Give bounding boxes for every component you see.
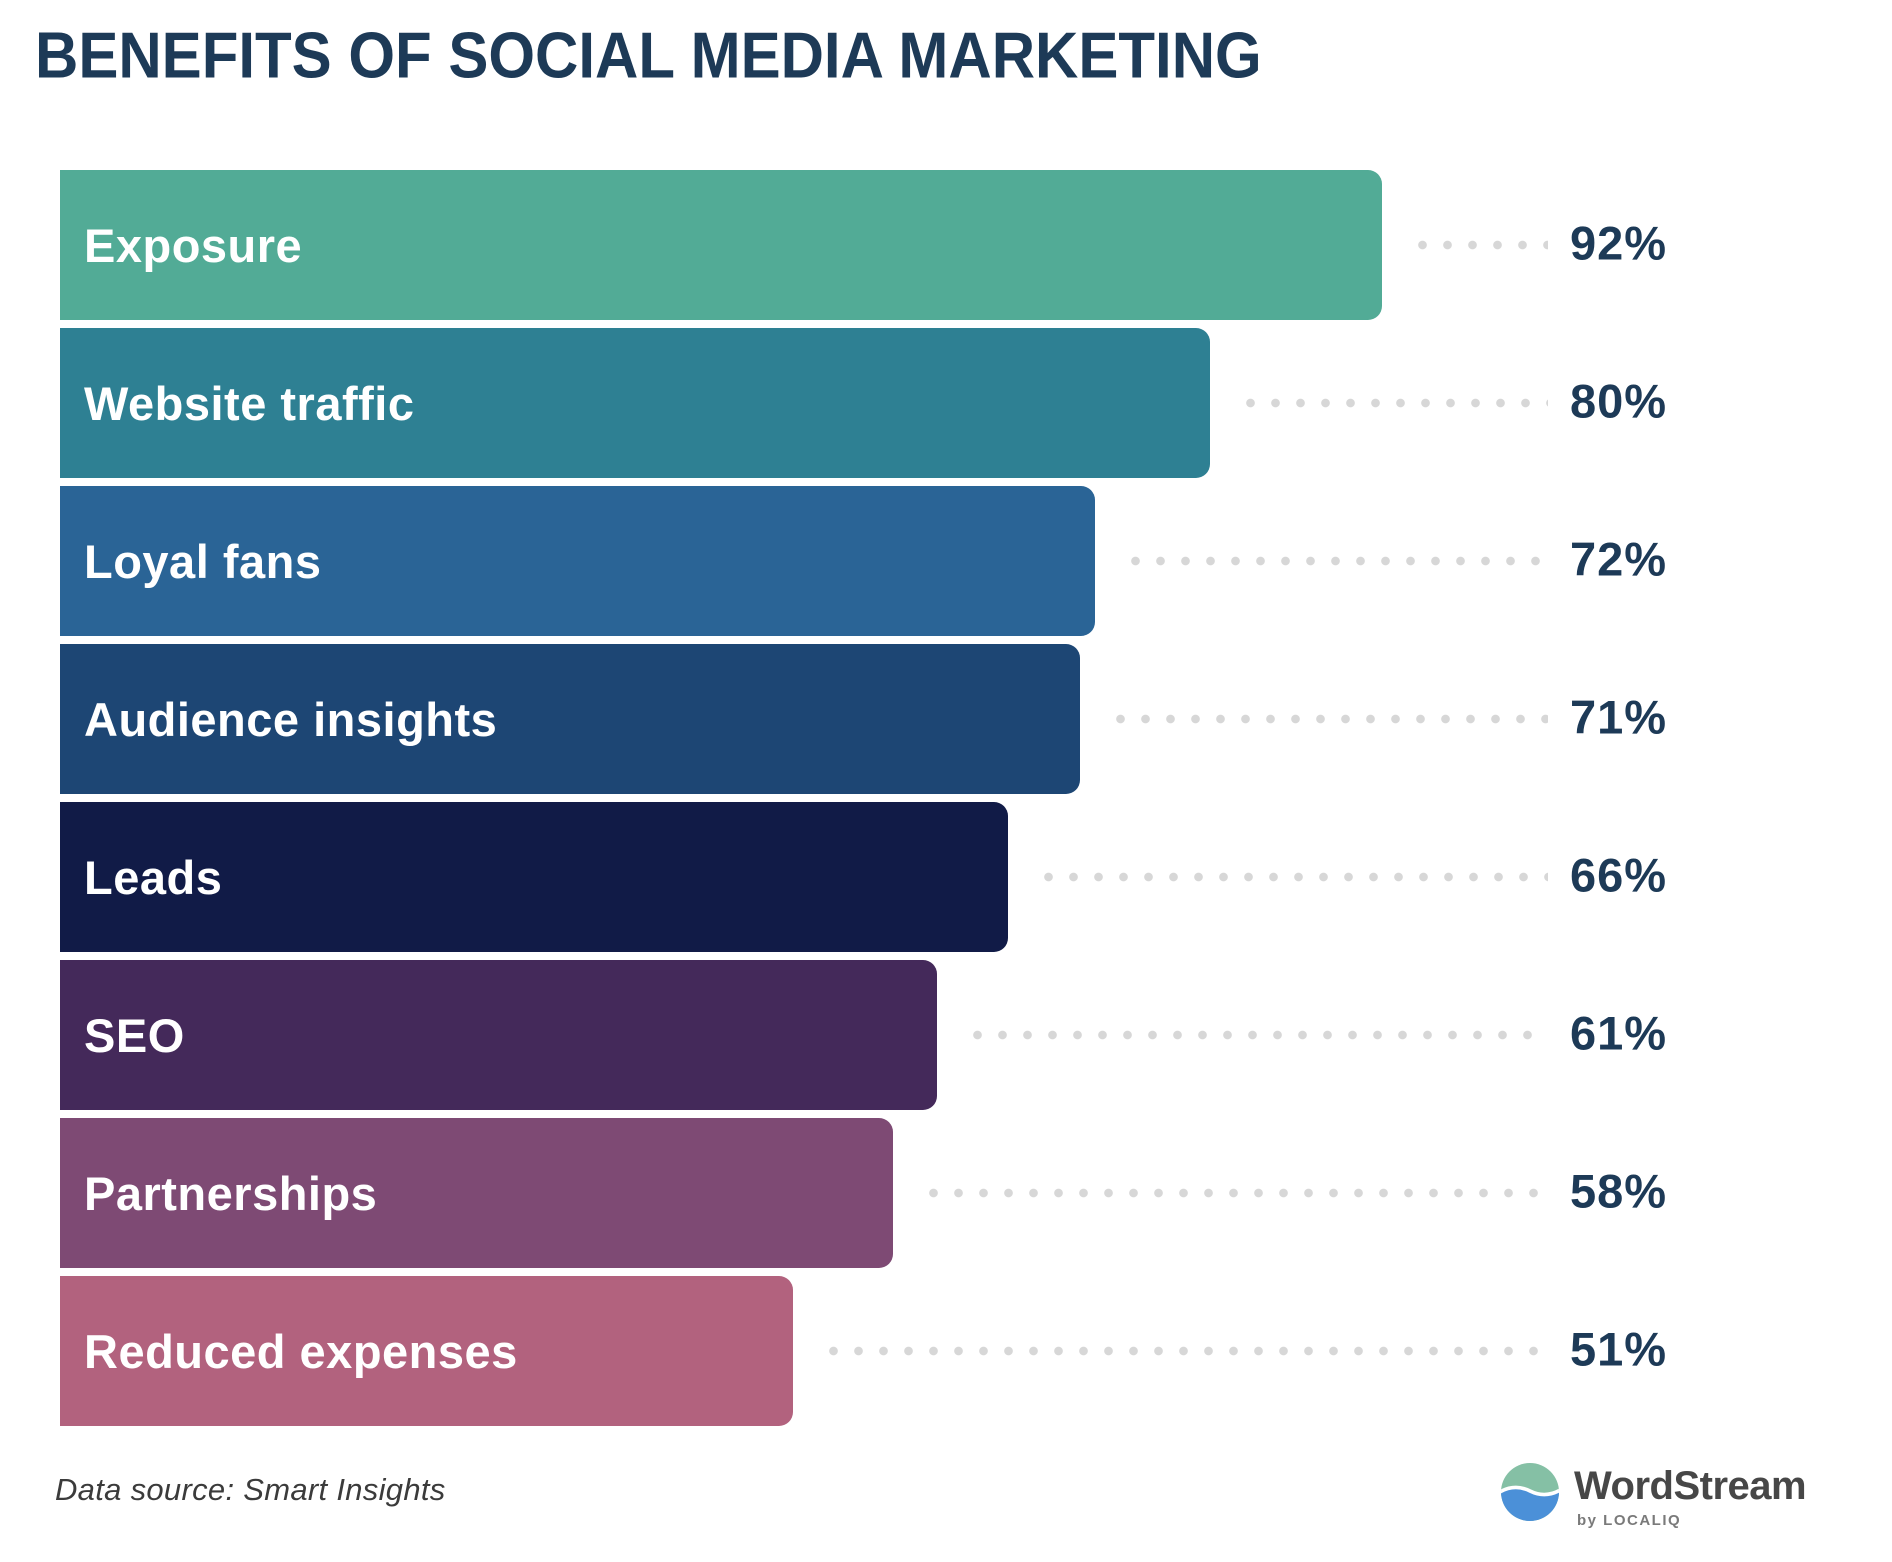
leader-dots <box>1237 398 1548 408</box>
value-label: 80% <box>1570 374 1668 428</box>
category-bar: SEO <box>60 960 937 1110</box>
leader-dots <box>820 1346 1548 1356</box>
bar-row: Loyal fans 72% <box>60 486 1892 636</box>
value-label: 58% <box>1570 1164 1668 1218</box>
leader-dots <box>1122 556 1548 566</box>
bar-row: Website traffic 80% <box>60 328 1892 478</box>
leader-dots <box>1108 714 1548 724</box>
category-label: Partnerships <box>84 1166 378 1220</box>
value-label: 71% <box>1570 690 1668 744</box>
category-bar: Leads <box>60 802 1009 952</box>
bar-row: Audience insights 71% <box>60 644 1892 794</box>
category-bar: Website traffic <box>60 328 1210 478</box>
leader-dots <box>964 1030 1548 1040</box>
brand-logo: WordStream by LOCALIQ <box>1500 1462 1807 1529</box>
value-label: 51% <box>1570 1322 1668 1376</box>
category-bar: Partnerships <box>60 1118 894 1268</box>
value-label: 72% <box>1570 532 1668 586</box>
category-label: Loyal fans <box>84 534 322 588</box>
leader-dots <box>1036 872 1548 882</box>
brand-name: WordStream <box>1574 1464 1807 1508</box>
value-label: 92% <box>1570 216 1668 270</box>
category-label: Leads <box>84 850 223 904</box>
category-label: Audience insights <box>84 692 498 746</box>
value-label: 61% <box>1570 1006 1668 1060</box>
category-label: Website traffic <box>84 376 415 430</box>
category-bar: Loyal fans <box>60 486 1095 636</box>
bar-row: Partnerships 58% <box>60 1118 1892 1268</box>
category-bar: Audience insights <box>60 644 1081 794</box>
bar-row: Exposure 92% <box>60 170 1892 320</box>
value-label: 66% <box>1570 848 1668 902</box>
bar-row: Leads 66% <box>60 802 1892 952</box>
brand-text: WordStream by LOCALIQ <box>1574 1462 1807 1529</box>
category-bar: Exposure <box>60 170 1383 320</box>
chart-title: BENEFITS OF SOCIAL MEDIA MARKETING <box>35 19 1262 92</box>
category-label: SEO <box>84 1008 185 1062</box>
category-label: Reduced expenses <box>84 1324 518 1378</box>
category-bar: Reduced expenses <box>60 1276 793 1426</box>
category-label: Exposure <box>84 218 303 272</box>
data-source-note: Data source: Smart Insights <box>55 1472 446 1507</box>
brand-subtitle: by LOCALIQ <box>1577 1512 1682 1529</box>
leader-dots <box>1410 240 1548 250</box>
bar-chart: Exposure 92% Website traffic 80% Loyal f… <box>60 170 1892 1434</box>
bar-row: Reduced expenses 51% <box>60 1276 1892 1426</box>
wordstream-wave-circle-icon <box>1501 1463 1559 1521</box>
bar-row: SEO 61% <box>60 960 1892 1110</box>
leader-dots <box>921 1188 1548 1198</box>
